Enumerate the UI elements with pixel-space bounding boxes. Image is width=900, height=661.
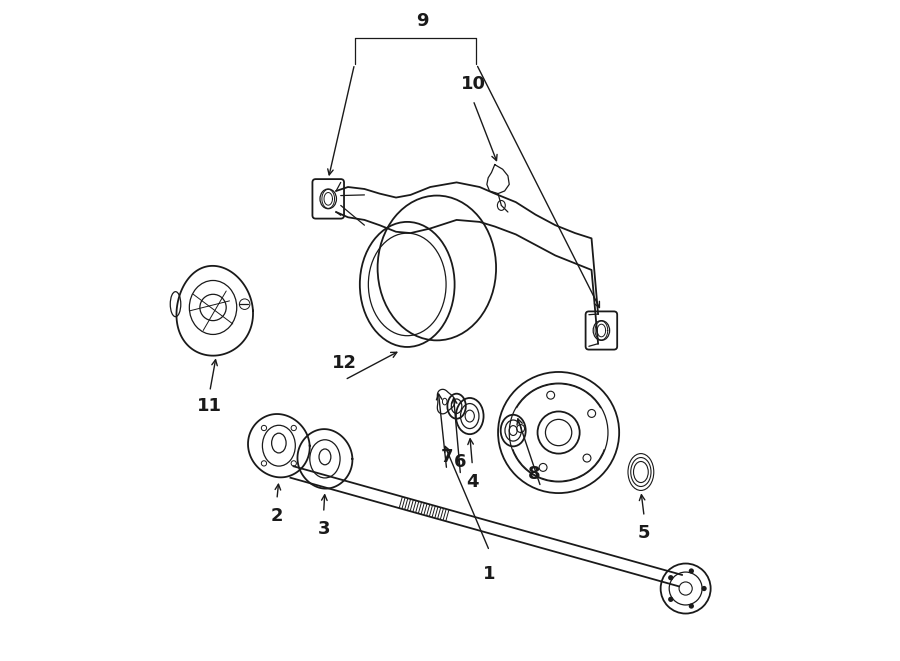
Text: 5: 5 — [638, 524, 651, 542]
Circle shape — [701, 586, 706, 591]
Text: 9: 9 — [416, 12, 428, 30]
Text: 4: 4 — [466, 473, 479, 491]
Text: 3: 3 — [318, 520, 330, 538]
Circle shape — [688, 568, 694, 574]
Text: 12: 12 — [332, 354, 357, 372]
Text: 8: 8 — [528, 465, 541, 483]
Text: 10: 10 — [461, 75, 485, 93]
Text: 2: 2 — [271, 507, 284, 525]
Text: 6: 6 — [454, 453, 467, 471]
Circle shape — [688, 603, 694, 609]
Circle shape — [668, 575, 673, 580]
Text: 7: 7 — [440, 448, 453, 466]
Text: 11: 11 — [197, 397, 222, 415]
Text: 1: 1 — [483, 565, 496, 583]
Circle shape — [668, 597, 673, 602]
